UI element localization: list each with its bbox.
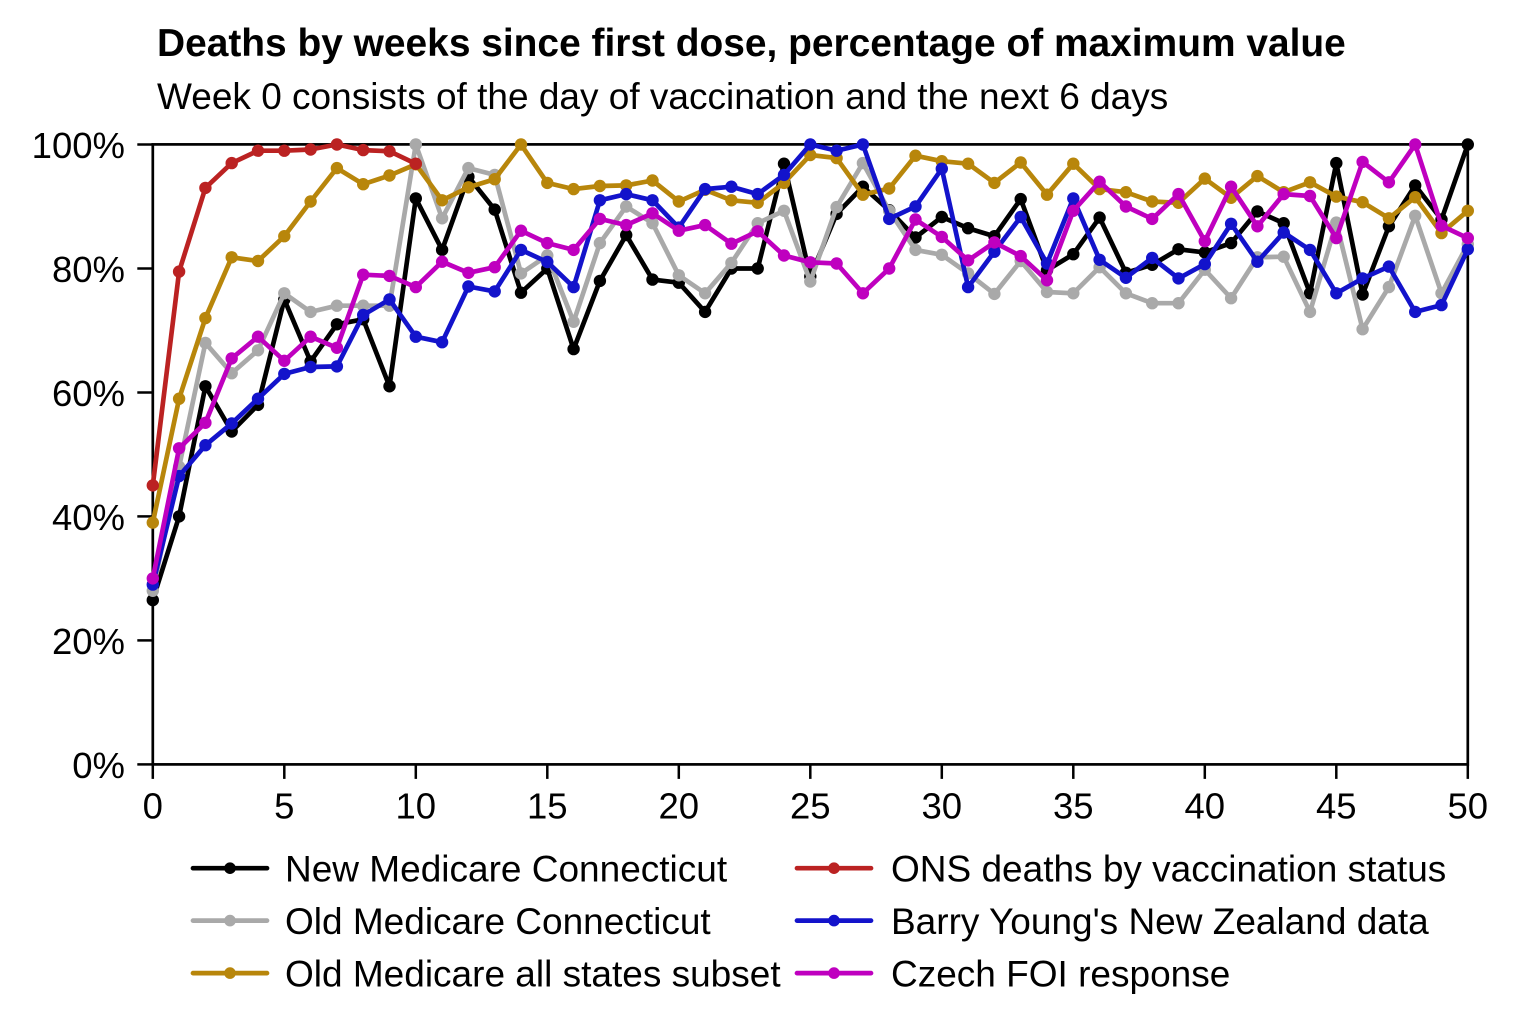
svg-text:ONS deaths by vaccination stat: ONS deaths by vaccination status <box>891 848 1446 889</box>
svg-text:New Medicare Connecticut: New Medicare Connecticut <box>285 848 728 889</box>
svg-text:Week 0 consists of the day of: Week 0 consists of the day of vaccinatio… <box>157 76 1168 117</box>
svg-text:Old Medicare all states subset: Old Medicare all states subset <box>285 953 781 994</box>
svg-text:25: 25 <box>790 785 831 826</box>
svg-text:Old Medicare Connecticut: Old Medicare Connecticut <box>285 901 711 942</box>
svg-text:40%: 40% <box>52 497 125 538</box>
svg-text:40: 40 <box>1184 785 1225 826</box>
svg-text:20: 20 <box>658 785 699 826</box>
svg-text:Barry Young's New Zealand data: Barry Young's New Zealand data <box>891 901 1429 942</box>
svg-text:0%: 0% <box>72 745 125 786</box>
svg-text:50: 50 <box>1447 785 1488 826</box>
svg-text:15: 15 <box>527 785 568 826</box>
svg-text:30: 30 <box>921 785 962 826</box>
svg-text:80%: 80% <box>52 249 125 290</box>
svg-text:45: 45 <box>1316 785 1357 826</box>
svg-text:0: 0 <box>143 785 163 826</box>
svg-text:Deaths by weeks since first do: Deaths by weeks since first dose, percen… <box>157 22 1346 65</box>
svg-text:5: 5 <box>274 785 294 826</box>
svg-text:100%: 100% <box>32 125 125 166</box>
svg-text:35: 35 <box>1053 785 1094 826</box>
svg-text:60%: 60% <box>52 373 125 414</box>
svg-text:20%: 20% <box>52 621 125 662</box>
svg-text:Czech FOI response: Czech FOI response <box>891 953 1230 994</box>
svg-text:10: 10 <box>395 785 436 826</box>
